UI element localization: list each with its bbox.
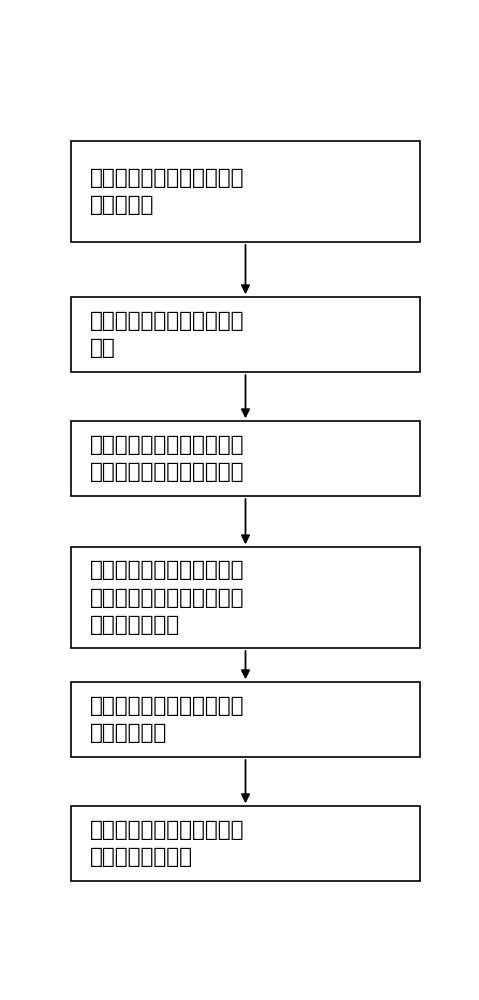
Text: 拟合微针胞内运动轨迹参数
与细胞核位置动态漂移轨迹
参数的曲线关系: 拟合微针胞内运动轨迹参数 与细胞核位置动态漂移轨迹 参数的曲线关系	[90, 560, 244, 635]
Bar	[71, 297, 420, 372]
Text: 确定接近细胞核所需的微针
胞内运动轨迹: 确定接近细胞核所需的微针 胞内运动轨迹	[90, 696, 244, 743]
Text: 控制器控制微针接近细胞核
并完成细胞核操作: 控制器控制微针接近细胞核 并完成细胞核操作	[90, 820, 244, 867]
Text: 二值因析设计确定细胞核位
置动态漂移的主导影响因素: 二值因析设计确定细胞核位 置动态漂移的主导影响因素	[90, 435, 244, 482]
Text: 细胞核位置动态漂移有限元
建模: 细胞核位置动态漂移有限元 建模	[90, 311, 244, 358]
Bar	[71, 806, 420, 881]
Bar	[71, 547, 420, 648]
Bar	[71, 421, 420, 496]
Bar	[71, 141, 420, 242]
Text: 离线标定细胞核相对于极体
的三维分布: 离线标定细胞核相对于极体 的三维分布	[90, 168, 244, 215]
Bar	[71, 682, 420, 757]
